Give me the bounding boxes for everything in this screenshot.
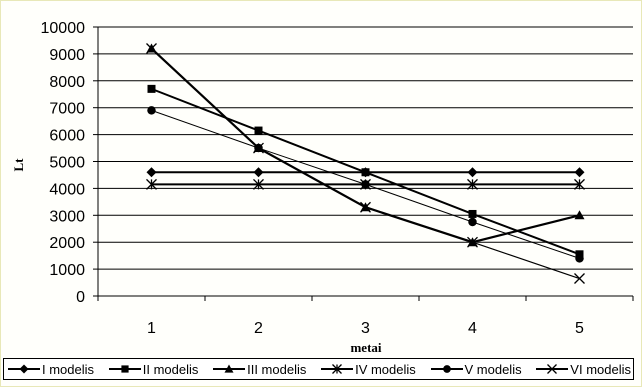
data-point — [146, 178, 157, 190]
data-point — [253, 178, 264, 190]
legend-item: IV modelis — [320, 362, 416, 377]
y-axis-title: Lt — [11, 158, 26, 172]
legend-label: II modelis — [142, 361, 199, 377]
legend-swatch — [108, 365, 141, 373]
legend-swatch — [8, 364, 40, 374]
x-axis-title: metai — [350, 340, 381, 355]
series-layer — [146, 43, 585, 284]
legend-item: I modelis — [7, 362, 94, 377]
legend-swatch — [430, 365, 463, 373]
series-line — [150, 47, 580, 244]
series-5 — [147, 106, 584, 263]
legend-swatch — [213, 364, 246, 373]
data-point — [575, 254, 584, 263]
axes — [93, 26, 634, 301]
data-point — [147, 106, 156, 115]
legend-label: V modelis — [464, 361, 522, 377]
legend-label: VI modelis — [570, 361, 631, 377]
y-tick-label: 1000 — [49, 262, 85, 279]
tick-labels: 0 1000 2000 3000 4000 5000 6000 7000 8000 9000 100… — [41, 20, 585, 337]
y-tick-label: 5000 — [49, 155, 85, 172]
data-point — [360, 201, 371, 213]
legend-swatch — [321, 364, 354, 374]
data-point — [253, 167, 264, 178]
legend-item: VI modelis — [535, 362, 631, 377]
data-point — [146, 167, 157, 178]
y-tick-label: 10000 — [41, 20, 86, 37]
series-6 — [146, 43, 585, 284]
data-point — [146, 43, 157, 54]
y-tick-label: 3000 — [49, 208, 85, 225]
data-point — [468, 217, 477, 227]
legend-swatch — [536, 364, 569, 374]
y-tick-label: 8000 — [49, 74, 85, 91]
data-point — [147, 84, 156, 93]
y-tick-label: 2000 — [49, 235, 85, 252]
legend: I modelis II modelis III modelis IV modelis… — [3, 358, 634, 380]
data-point — [574, 178, 585, 190]
series-line — [151, 48, 580, 280]
x-tick-label: 5 — [575, 320, 584, 337]
data-point — [468, 209, 477, 218]
data-point — [467, 236, 478, 248]
data-point — [574, 273, 585, 284]
gridlines — [98, 26, 633, 270]
y-tick-label: 9000 — [49, 47, 85, 64]
data-point — [253, 142, 264, 154]
legend-label: I modelis — [42, 361, 95, 377]
legend-item: III modelis — [212, 362, 306, 377]
legend-label: III modelis — [247, 361, 307, 377]
y-tick-label: 0 — [76, 289, 85, 306]
data-point — [467, 178, 478, 190]
x-tick-label: 3 — [361, 320, 370, 337]
x-tick-label: 2 — [254, 320, 263, 337]
x-tick-label: 4 — [468, 320, 477, 337]
data-point — [574, 167, 585, 178]
data-point — [361, 168, 370, 177]
data-point — [574, 210, 585, 220]
y-tick-label: 4000 — [49, 181, 85, 198]
y-tick-label: 6000 — [49, 128, 85, 145]
legend-label: IV modelis — [355, 361, 416, 377]
x-tick-label: 1 — [147, 320, 156, 337]
data-point — [361, 180, 370, 189]
legend-item: II modelis — [108, 361, 199, 377]
data-point — [467, 167, 478, 178]
data-point — [254, 126, 263, 135]
y-tick-label: 7000 — [49, 101, 85, 118]
legend-item: V modelis — [430, 362, 522, 377]
